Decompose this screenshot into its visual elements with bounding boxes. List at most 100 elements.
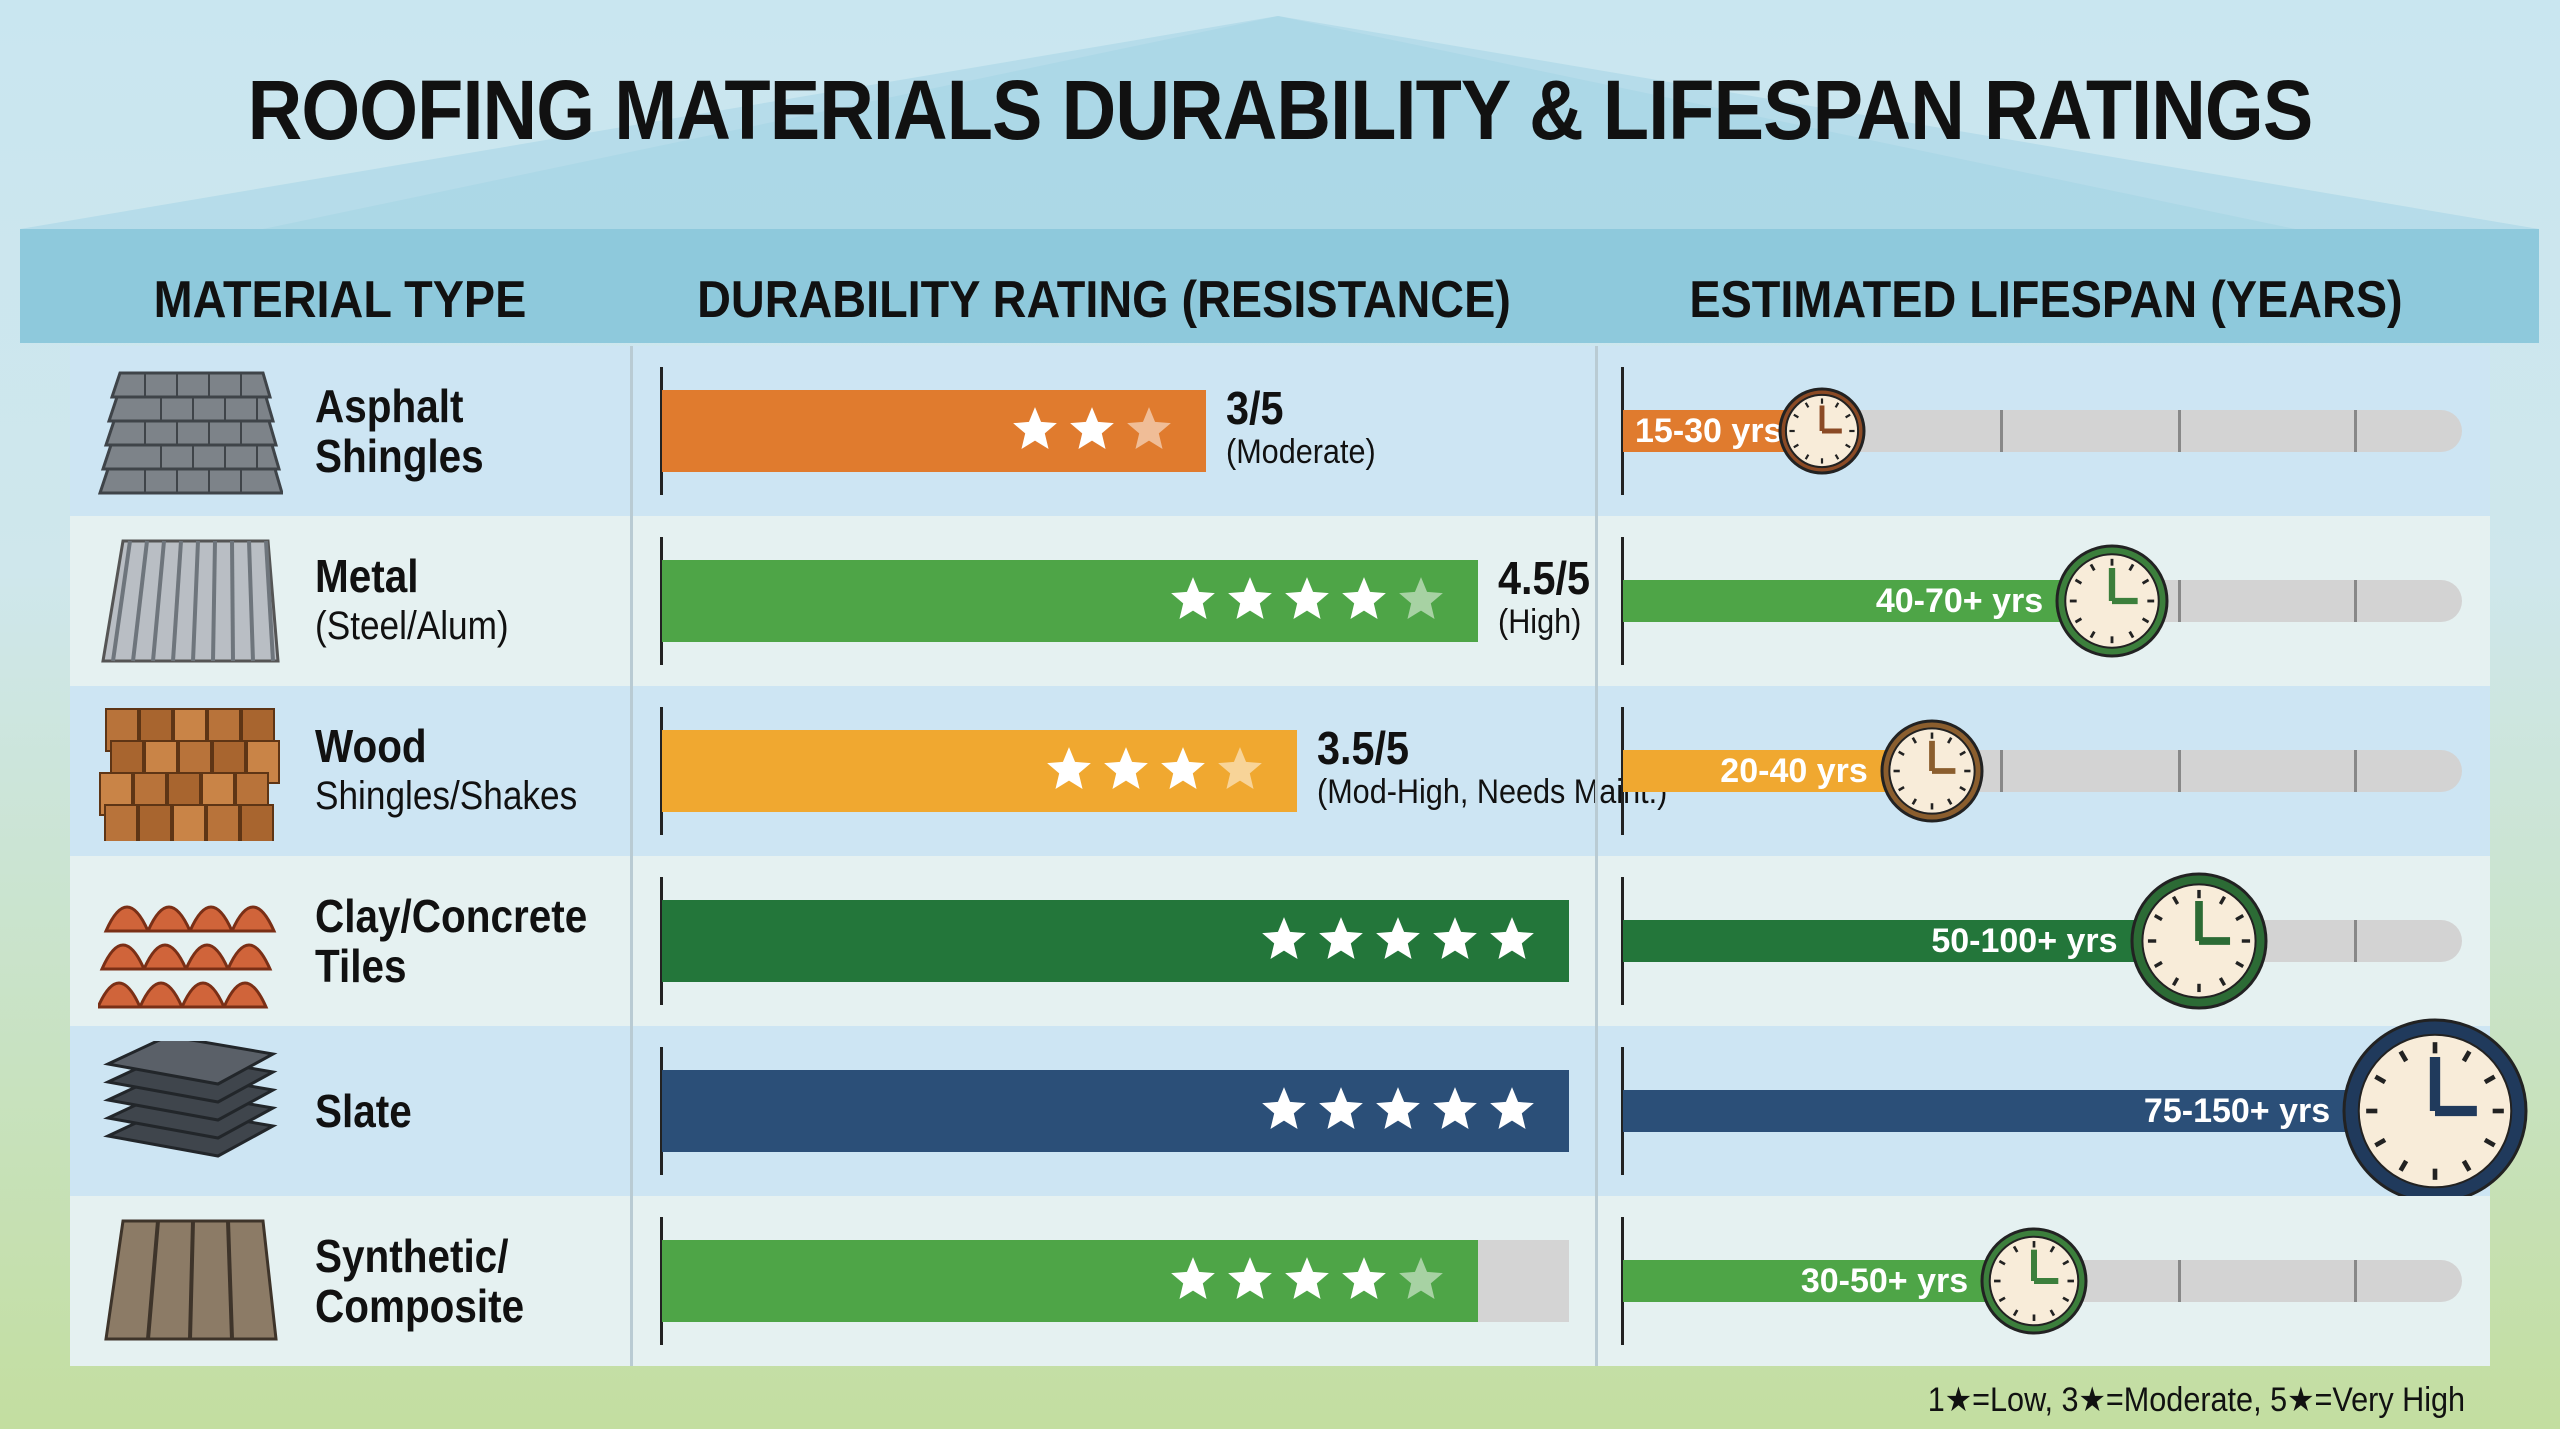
rating-description: (Moderate)	[1226, 433, 1376, 471]
material-name: Wood Shingles/Shakes	[315, 721, 577, 821]
durability-axis	[660, 1217, 663, 1345]
rating-value: 3/5	[1226, 382, 1284, 434]
star-icon	[1168, 574, 1218, 629]
durability-bar	[662, 1240, 1479, 1322]
star-icon	[1044, 744, 1094, 799]
star-icon	[1067, 404, 1117, 459]
column-divider	[630, 346, 633, 1366]
star-icon	[1010, 404, 1060, 459]
star-icon	[1225, 574, 1275, 629]
material-name: Slate	[315, 1086, 412, 1136]
asphalt-shingles-icon	[97, 361, 284, 501]
lifespan-bar	[1623, 920, 2199, 962]
material-name: Metal	[315, 550, 419, 602]
table-row: Metal (Steel/Alum) 4.5/5 (High) 40-70+ yrs	[70, 516, 2490, 686]
star-icon	[1487, 914, 1537, 969]
lifespan-tick	[2354, 580, 2357, 622]
table-row: Slate 75-150+ yrs	[70, 1018, 2528, 1204]
partial-star-icon	[1124, 404, 1174, 459]
lifespan-bar	[1623, 1260, 2035, 1302]
star-icon	[1282, 1254, 1332, 1309]
star-rating	[1259, 1070, 1537, 1152]
lifespan-axis	[1621, 1047, 1624, 1175]
star-icon	[1101, 744, 1151, 799]
metal-roofing-icon	[98, 531, 283, 671]
star-rating	[1168, 560, 1446, 642]
star-rating	[1259, 900, 1537, 982]
material-sub: Shingles/Shakes	[315, 774, 578, 818]
slate-icon	[98, 1034, 283, 1181]
column-divider	[1595, 346, 1598, 1366]
clock-icon	[1980, 1227, 2088, 1340]
material-name2: Shingles	[315, 430, 484, 482]
partial-star-icon	[1215, 744, 1265, 799]
rating-label: 4.5/5 (High)	[1498, 554, 1590, 642]
table-row: Synthetic/Composite 30-50+ yrs	[70, 1196, 2490, 1366]
star-icon	[1259, 914, 1309, 969]
lifespan-bar	[1623, 580, 2113, 622]
table-row: Asphalt Shingles 3/5 (Moderate) 15-30 yrs	[70, 346, 2490, 516]
star-rating	[1044, 730, 1265, 812]
wood-shakes-icon	[98, 701, 283, 848]
star-legend: 1★=Low, 3★=Moderate, 5★=Very High	[1927, 1381, 2465, 1419]
star-icon	[1430, 1084, 1480, 1139]
clock-icon	[1778, 387, 1866, 480]
material-name: Clay/Concrete	[315, 890, 588, 942]
lifespan-tick	[2178, 410, 2181, 452]
lifespan-bar	[1623, 1090, 2436, 1132]
lifespan-axis	[1621, 707, 1624, 835]
rating-label: 3.5/5 (Mod-High, Needs Maint.)	[1317, 724, 1667, 812]
lifespan-tick	[2000, 750, 2003, 792]
rating-description: (Mod-High, Needs Maint.)	[1316, 773, 1668, 811]
material-name: Wood	[315, 720, 427, 772]
star-icon	[1225, 1254, 1275, 1309]
star-icon	[1430, 914, 1480, 969]
lifespan-axis	[1621, 367, 1624, 495]
durability-bar	[662, 560, 1479, 642]
material-sub: (Steel/Alum)	[315, 604, 509, 648]
synthetic-composite-icon	[98, 1211, 283, 1351]
lifespan-label: 75-150+ yrs	[2143, 1092, 2331, 1130]
star-icon	[1259, 1084, 1309, 1139]
rating-value: 4.5/5	[1498, 552, 1591, 604]
clock-icon	[2130, 872, 2268, 1015]
table-row: Wood Shingles/Shakes 3.5/5 (Mod-High, Needs…	[70, 686, 2490, 856]
lifespan-tick	[2178, 750, 2181, 792]
material-name: Synthetic/Composite	[315, 1231, 524, 1331]
material-name: Metal (Steel/Alum)	[315, 551, 509, 651]
material-name: Asphalt Shingles	[315, 381, 484, 481]
material-name: Synthetic/	[315, 1230, 509, 1282]
lifespan-label: 15-30 yrs	[1635, 412, 1783, 450]
header-durability: DURABILITY RATING (RESISTANCE)	[697, 271, 1511, 329]
durability-axis	[660, 537, 663, 665]
star-icon	[1487, 1084, 1537, 1139]
page-title: ROOFING MATERIALS DURABILITY & LIFESPAN …	[247, 63, 2314, 157]
header-lifespan: ESTIMATED LIFESPAN (YEARS)	[1689, 271, 2403, 329]
lifespan-axis	[1621, 1217, 1624, 1345]
material-name2: Tiles	[315, 940, 407, 992]
partial-star-icon	[1396, 1254, 1446, 1309]
durability-axis	[660, 877, 663, 1005]
lifespan-tick	[2354, 920, 2357, 962]
star-rating	[1168, 1240, 1446, 1322]
lifespan-axis	[1621, 537, 1624, 665]
lifespan-tick	[2000, 410, 2003, 452]
durability-axis	[660, 707, 663, 835]
durability-bar	[662, 900, 1569, 982]
header-material-type: MATERIAL TYPE	[153, 271, 527, 329]
star-icon	[1282, 574, 1332, 629]
roof-shape	[20, 16, 2539, 343]
clock-icon	[1880, 719, 1984, 828]
lifespan-label: 20-40 yrs	[1720, 752, 1868, 790]
lifespan-tick	[2178, 1260, 2181, 1302]
star-icon	[1339, 1254, 1389, 1309]
lifespan-tick	[2178, 580, 2181, 622]
durability-bar	[662, 390, 1207, 472]
lifespan-label: 30-50+ yrs	[1800, 1262, 1969, 1300]
star-icon	[1316, 1084, 1366, 1139]
star-icon	[1373, 914, 1423, 969]
durability-bar	[662, 1070, 1569, 1152]
lifespan-label: 50-100+ yrs	[1931, 922, 2118, 960]
material-name: Slate	[315, 1085, 412, 1137]
lifespan-label: 40-70+ yrs	[1875, 582, 2044, 620]
